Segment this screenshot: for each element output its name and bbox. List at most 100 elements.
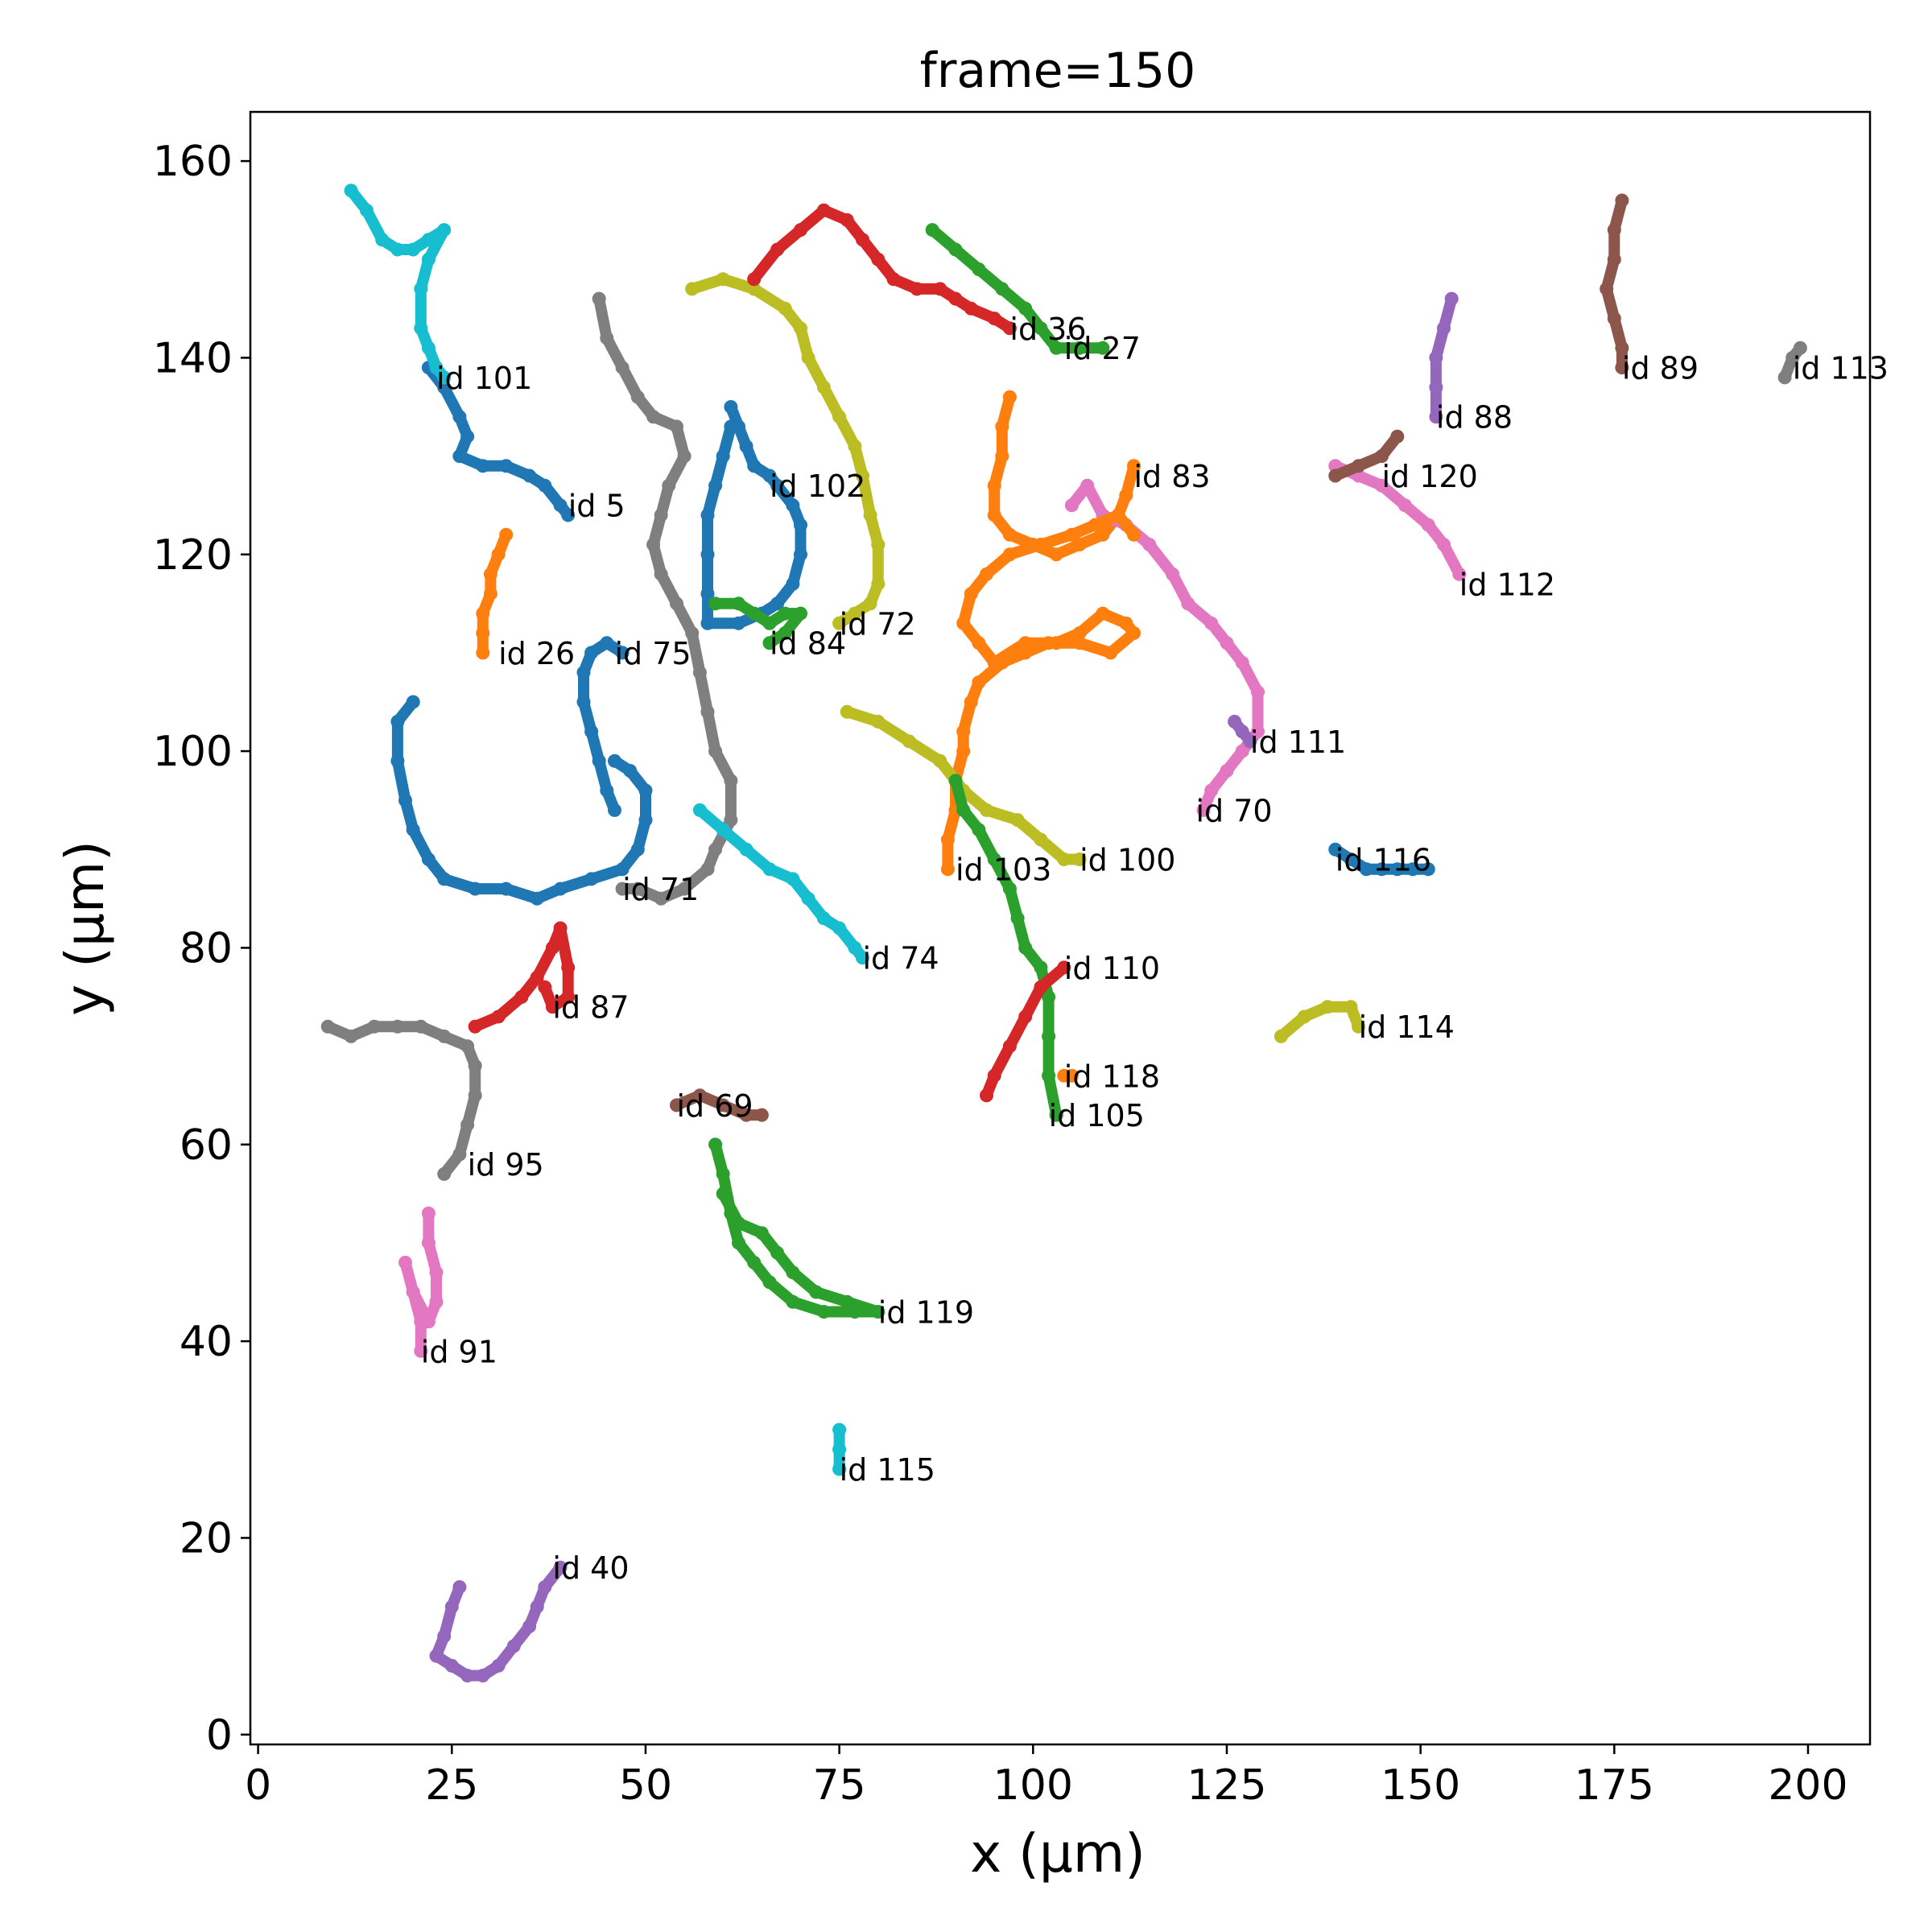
track-point: [786, 872, 800, 886]
track-label: id 71: [622, 872, 699, 907]
track-29: [320, 1019, 482, 1181]
track-point: [856, 951, 869, 965]
track-point: [871, 576, 886, 591]
track-point: [910, 282, 924, 296]
track-point: [732, 597, 745, 611]
track-point: [940, 832, 955, 847]
track-point: [499, 881, 514, 896]
track-point: [677, 449, 691, 464]
track-point: [1018, 646, 1033, 660]
track-point: [499, 459, 514, 473]
track-point: [414, 1019, 428, 1034]
track-point: [1235, 744, 1249, 758]
track-6: [592, 291, 738, 906]
track-point: [700, 704, 715, 719]
track-point: [1429, 350, 1443, 365]
track-point: [1096, 527, 1110, 542]
track-point: [630, 881, 645, 896]
track-point: [476, 646, 490, 660]
track-point: [1235, 655, 1249, 670]
track-point: [1397, 498, 1412, 513]
track-point: [638, 783, 653, 798]
track-path: [927, 224, 1108, 354]
track-point: [414, 282, 428, 296]
track-point: [732, 1236, 745, 1250]
track-label: id 88: [1436, 400, 1513, 436]
track-point: [600, 636, 614, 650]
track-point: [980, 1088, 993, 1103]
track-point: [987, 478, 1001, 493]
track-point: [1034, 980, 1048, 994]
track-path: [1430, 293, 1458, 423]
track-point: [739, 842, 753, 857]
track-label: id 111: [1250, 724, 1346, 760]
track-point: [1010, 813, 1025, 828]
track-point: [716, 272, 730, 287]
track-point: [468, 1019, 482, 1034]
track-point: [964, 695, 978, 709]
track-point: [530, 1600, 544, 1614]
track-point: [1049, 547, 1063, 562]
track-point: [670, 597, 683, 611]
track-point: [716, 1187, 730, 1201]
y-tick-label: 120: [153, 531, 233, 580]
track-point: [538, 1580, 552, 1594]
track-point: [972, 636, 986, 650]
track-0: [421, 361, 576, 522]
track-point: [1072, 341, 1087, 355]
track-point: [964, 301, 978, 316]
track-label: id 75: [615, 636, 691, 671]
track-point: [762, 1275, 777, 1290]
track-path: [477, 529, 512, 658]
track-point: [832, 1422, 847, 1437]
track-point: [460, 1117, 475, 1132]
track-12: [1328, 459, 1467, 581]
track-point: [1344, 852, 1358, 866]
track-point: [1119, 489, 1133, 502]
track-point: [600, 783, 614, 798]
track-point: [506, 1639, 521, 1653]
track-22: [1049, 1108, 1063, 1122]
track-point: [762, 616, 777, 630]
track-point: [980, 803, 993, 817]
track-point: [538, 980, 552, 994]
track-point: [522, 469, 537, 483]
track-point: [940, 862, 955, 877]
track-point: [1390, 429, 1405, 444]
track-24: [1057, 1068, 1079, 1083]
track-point: [933, 753, 947, 768]
track-point: [754, 1108, 769, 1122]
track-point: [708, 478, 723, 493]
track-point: [1181, 597, 1195, 611]
track-point: [437, 872, 452, 886]
track-point: [724, 774, 738, 788]
track-point: [670, 1098, 683, 1113]
track-point: [429, 361, 444, 375]
track-point: [615, 881, 630, 896]
track-10: [925, 223, 1110, 355]
y-tick-label: 20: [180, 1514, 233, 1563]
track-point: [437, 1166, 452, 1181]
track-point: [770, 1245, 785, 1260]
x-tick-label: 25: [425, 1761, 478, 1810]
track-point: [995, 655, 1009, 670]
track-point: [561, 960, 576, 975]
track-point: [460, 1039, 475, 1054]
track-point: [856, 469, 869, 483]
track-label: id 5: [568, 489, 625, 524]
track-point: [638, 813, 653, 828]
track-point: [1142, 538, 1157, 551]
track-label: id 112: [1459, 567, 1555, 602]
track-point: [1072, 538, 1087, 551]
track-point: [452, 449, 467, 464]
track-label: id 69: [677, 1088, 753, 1124]
track-point: [429, 1265, 444, 1280]
track-label: id 119: [878, 1295, 974, 1331]
track-point: [732, 1216, 745, 1230]
x-tick-label: 150: [1381, 1761, 1460, 1810]
track-26: [1274, 1000, 1366, 1043]
track-point: [840, 1294, 854, 1309]
track-point: [685, 282, 700, 296]
track-point: [584, 872, 599, 886]
track-point: [468, 1088, 482, 1103]
